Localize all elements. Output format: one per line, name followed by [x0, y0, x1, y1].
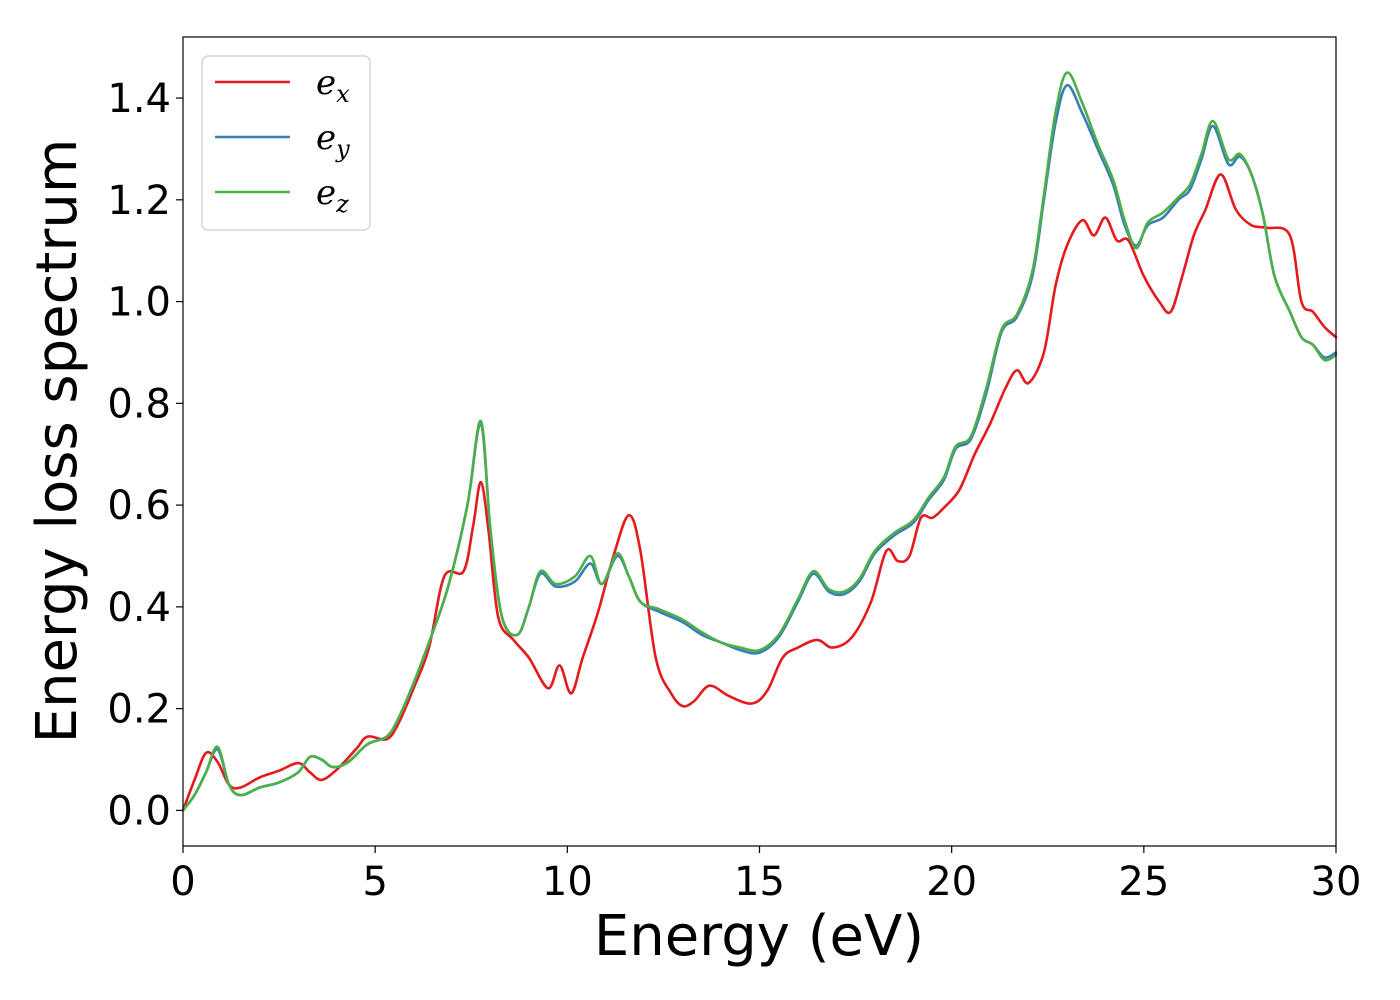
- x-tick-label: 15: [734, 859, 785, 905]
- x-tick-label: 5: [362, 859, 387, 905]
- x-axis: 0 5 10 15 20 25 30: [170, 846, 1361, 905]
- legend-label-base: e: [316, 173, 336, 213]
- x-tick-label: 0: [170, 859, 195, 905]
- y-tick-label: 0.4: [107, 585, 171, 631]
- legend-label-base: e: [316, 63, 336, 103]
- x-tick-label: 10: [542, 859, 593, 905]
- y-tick-label: 1.2: [107, 178, 171, 224]
- y-tick-label: 0.8: [107, 381, 171, 427]
- x-tick-label: 20: [926, 859, 977, 905]
- y-tick-label: 0.0: [107, 788, 171, 834]
- legend-label: ey: [316, 118, 350, 163]
- y-axis-title: Energy loss spectrum: [25, 139, 90, 744]
- legend-label-sub: y: [335, 135, 350, 163]
- legend-label: ez: [316, 173, 349, 218]
- x-tick-label: 30: [1311, 859, 1362, 905]
- y-tick-label: 1.0: [107, 280, 171, 326]
- legend-label-base: e: [316, 118, 336, 158]
- x-axis-title: Energy (eV): [594, 904, 924, 969]
- series-lines: [181, 71, 1338, 812]
- legend-label-sub: z: [335, 190, 349, 218]
- legend-box: [201, 55, 371, 231]
- y-tick-label: 0.2: [107, 687, 171, 733]
- legend-label: ex: [316, 63, 350, 108]
- series-line-e-z: [181, 71, 1338, 812]
- y-tick-label: 1.4: [107, 76, 171, 122]
- x-tick-label: 25: [1118, 859, 1169, 905]
- y-axis: 0.0 0.2 0.4 0.6 0.8 1.0 1.2 1.4: [107, 76, 183, 834]
- y-tick-label: 0.6: [107, 483, 171, 529]
- series-line-e-x: [181, 173, 1338, 812]
- legend-label-sub: x: [336, 80, 350, 108]
